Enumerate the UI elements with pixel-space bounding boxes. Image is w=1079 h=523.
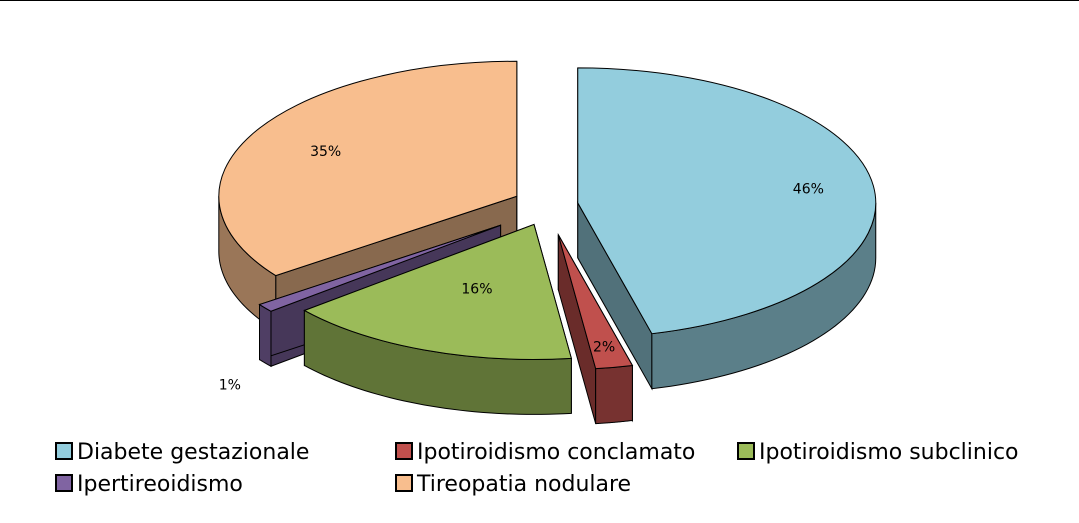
legend-label: Tireopatia nodulare	[417, 472, 632, 497]
pie-slice-2	[557, 232, 634, 425]
data-label-4: 1%	[219, 377, 241, 393]
pie-slice-1	[577, 67, 877, 391]
pie-data-labels: 46% 2% 16% 1% 35%	[219, 144, 824, 393]
data-label-5: 35%	[310, 144, 341, 160]
legend-item-1: Diabete gestazionale	[55, 437, 309, 469]
slice-top-face	[303, 223, 573, 360]
slice-top-face	[557, 234, 634, 370]
legend-swatch	[55, 474, 73, 492]
legend-label: Ipotiroidismo subclinico	[759, 440, 1019, 465]
top-border-line	[0, 0, 1079, 1]
legend-item-4: Ipertireoidismo	[55, 469, 243, 501]
legend-swatch	[55, 442, 73, 460]
pie-chart: 46% 2% 16% 1% 35%	[218, 60, 877, 425]
legend-item-2: Ipotiroidismo conclamato	[395, 437, 695, 469]
legend-item-5: Tireopatia nodulare	[395, 469, 631, 501]
legend-label: Ipotiroidismo conclamato	[417, 440, 696, 465]
pie-slice-3	[303, 223, 573, 415]
legend-label: Diabete gestazionale	[77, 440, 310, 465]
data-label-2: 2%	[593, 339, 615, 355]
legend-swatch	[395, 474, 413, 492]
legend-label: Ipertireoidismo	[77, 472, 243, 497]
data-label-3: 16%	[461, 282, 492, 298]
slice-outer-face	[595, 364, 633, 425]
pie-slices	[218, 60, 877, 425]
slice-outer-face	[259, 303, 272, 368]
legend-swatch	[395, 442, 413, 460]
legend-item-3: Ipotiroidismo subclinico	[737, 437, 1019, 469]
slice-top-face	[258, 224, 501, 312]
slice-top-face	[218, 60, 518, 277]
data-label-1: 46%	[793, 182, 824, 198]
slice-top-face	[577, 67, 877, 335]
legend-swatch	[737, 442, 755, 460]
